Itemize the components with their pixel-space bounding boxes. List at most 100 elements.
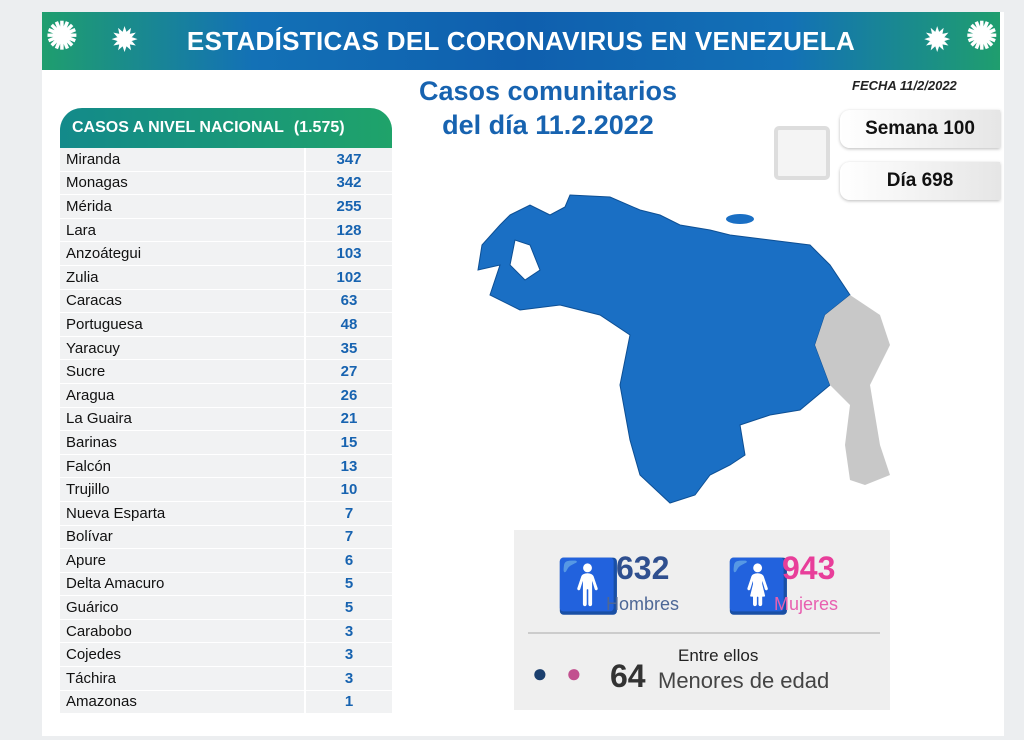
state-cases: 7	[306, 525, 392, 549]
state-cases: 6	[306, 549, 392, 572]
table-row: Sucre 27	[60, 360, 392, 384]
table-row: Mérida 255	[60, 195, 392, 219]
table-row: Yaracuy 35	[60, 336, 392, 361]
state-name: Barinas	[60, 431, 304, 454]
virus-icon: ✹	[112, 24, 138, 57]
women-label: Mujeres	[774, 594, 839, 614]
state-cases: 342	[306, 171, 392, 195]
subtitle: Casos comunitarios del día 11.2.2022	[408, 74, 688, 142]
table-row: Monagas 342	[60, 171, 392, 196]
cases-table: CASOS A NIVEL NACIONAL (1.575) Miranda 347…	[60, 108, 392, 715]
virus-icon: ✺	[965, 16, 998, 58]
map-venezuela	[477, 194, 851, 504]
calendar-icon	[774, 126, 830, 180]
state-name: Anzoátegui	[60, 242, 304, 265]
state-cases: 26	[306, 383, 392, 407]
state-cases: 21	[306, 407, 392, 431]
table-row: Portuguesa 48	[60, 313, 392, 337]
table-row: Táchira 3	[60, 667, 392, 691]
header-banner: ✺ ✹ ESTADÍSTICAS DEL CORONAVIRUS EN VENE…	[42, 12, 1000, 70]
state-name: Yaracuy	[60, 336, 304, 360]
state-cases: 3	[306, 619, 392, 643]
minors-count: 64	[610, 658, 646, 694]
child-icon-blue: ●	[532, 658, 548, 688]
women-count: 943	[782, 550, 836, 586]
table-row: Falcón 13	[60, 454, 392, 479]
state-cases: 5	[306, 596, 392, 619]
date-label: FECHA 11/2/2022	[852, 78, 957, 93]
virus-icon: ✹	[924, 24, 950, 57]
table-row: Delta Amacuro 5	[60, 572, 392, 597]
state-name: Cojedes	[60, 643, 304, 667]
state-name: Mérida	[60, 195, 304, 218]
man-icon: 🚹	[556, 558, 621, 616]
between-label: Entre ellos	[678, 646, 759, 665]
state-cases: 10	[306, 478, 392, 501]
state-cases: 255	[306, 195, 392, 218]
state-name: Nueva Esparta	[60, 501, 304, 525]
state-cases: 35	[306, 336, 392, 360]
venezuela-map	[477, 194, 890, 504]
day-badge: Día 698	[840, 162, 1000, 200]
men-label: Hombres	[606, 594, 680, 614]
table-row: Caracas 63	[60, 289, 392, 314]
table-row: Trujillo 10	[60, 478, 392, 502]
woman-icon: 🚺	[726, 558, 791, 616]
table-row: Nueva Esparta 7	[60, 501, 392, 526]
state-name: Sucre	[60, 360, 304, 383]
table-row: Zulia 102	[60, 265, 392, 290]
state-cases: 347	[306, 148, 392, 171]
state-cases: 63	[306, 289, 392, 313]
state-cases: 3	[306, 643, 392, 667]
subtitle-line1: Casos comunitarios	[418, 76, 678, 106]
table-row: Barinas 15	[60, 431, 392, 455]
state-cases: 103	[306, 242, 392, 265]
table-row: Amazonas 1	[60, 690, 392, 715]
state-cases: 15	[306, 431, 392, 454]
table-row: Apure 6	[60, 549, 392, 573]
virus-icon: ✺	[46, 16, 79, 58]
state-cases: 128	[306, 218, 392, 242]
table-row: Anzoátegui 103	[60, 242, 392, 266]
table-row: La Guaira 21	[60, 407, 392, 432]
table-row: Miranda 347	[60, 148, 392, 172]
state-cases: 5	[306, 572, 392, 596]
state-cases: 48	[306, 313, 392, 336]
state-name: Bolívar	[60, 525, 304, 549]
state-name: Monagas	[60, 171, 304, 195]
minors-label: Menores de edad	[658, 668, 830, 693]
map-margarita	[726, 214, 754, 224]
state-name: Táchira	[60, 667, 304, 690]
table-total: (1.575)	[293, 119, 345, 136]
state-cases: 13	[306, 454, 392, 478]
table-row: Cojedes 3	[60, 643, 392, 668]
state-cases: 3	[306, 667, 392, 690]
table-row: Lara 128	[60, 218, 392, 243]
state-name: Apure	[60, 549, 304, 572]
table-row: Carabobo 3	[60, 619, 392, 644]
table-row: Aragua 26	[60, 383, 392, 408]
state-name: La Guaira	[60, 407, 304, 431]
subtitle-line2: del día 11.2.2022	[442, 110, 654, 140]
child-icon-pink: ●	[566, 658, 582, 688]
state-name: Miranda	[60, 148, 304, 171]
state-name: Aragua	[60, 383, 304, 407]
divider	[528, 632, 880, 634]
state-cases: 102	[306, 265, 392, 289]
table-header: CASOS A NIVEL NACIONAL (1.575)	[60, 108, 392, 148]
state-cases: 1	[306, 690, 392, 714]
men-count: 632	[616, 550, 670, 586]
week-badge: Semana 100	[840, 110, 1000, 148]
table-row: Bolívar 7	[60, 525, 392, 550]
state-name: Portuguesa	[60, 313, 304, 336]
state-name: Guárico	[60, 596, 304, 619]
header-title: ESTADÍSTICAS DEL CORONAVIRUS EN VENEZUEL…	[186, 25, 856, 56]
demographics-panel: 🚹 632 Hombres 🚺 943 Mujeres Entre ellos …	[514, 530, 890, 710]
state-name: Carabobo	[60, 619, 304, 643]
state-cases: 7	[306, 501, 392, 525]
state-name: Delta Amacuro	[60, 572, 304, 596]
state-name: Trujillo	[60, 478, 304, 501]
state-name: Lara	[60, 218, 304, 242]
state-name: Amazonas	[60, 690, 304, 714]
state-cases: 27	[306, 360, 392, 383]
